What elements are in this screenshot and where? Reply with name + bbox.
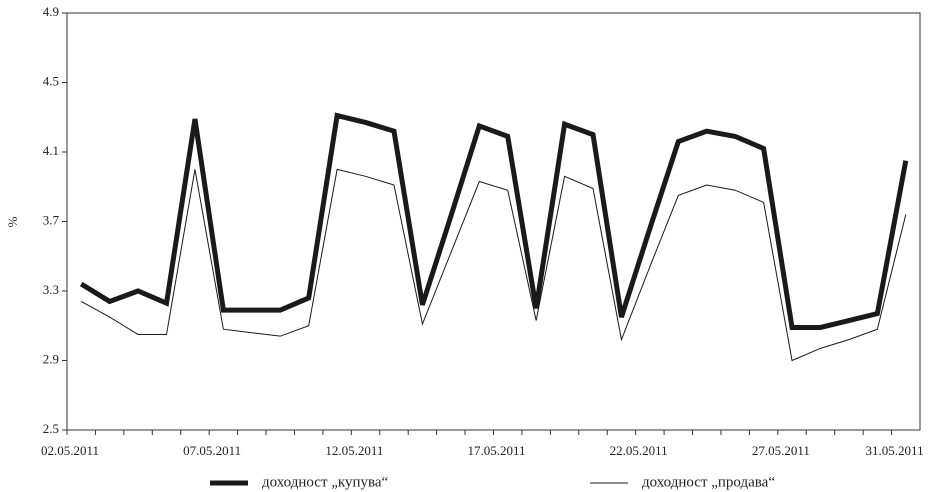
y-tick-label: 3.3	[43, 282, 59, 297]
y-tick-label: 3.7	[43, 212, 60, 227]
x-tick-label: 07.05.2011	[183, 443, 241, 458]
x-tick-label: 22.05.2011	[610, 443, 668, 458]
series-line	[79, 112, 909, 330]
series-line	[80, 168, 907, 362]
y-tick-label: 4.5	[43, 73, 59, 88]
y-tick-label: 4.9	[43, 4, 59, 19]
legend-label: доходност „купува“	[262, 474, 389, 490]
y-tick-label: 2.9	[43, 351, 59, 366]
legend-label: доходност „продава“	[642, 474, 775, 490]
x-tick-label: 31.05.2011	[866, 443, 924, 458]
x-tick-label: 27.05.2011	[752, 443, 810, 458]
x-tick-label: 02.05.2011	[41, 443, 99, 458]
plot-frame	[66, 12, 921, 431]
y-tick-label: 4.1	[43, 143, 59, 158]
y-tick-label: 2.5	[43, 421, 59, 436]
x-tick-label: 17.05.2011	[467, 443, 525, 458]
y-axis-label: %	[5, 216, 20, 227]
x-tick-label: 12.05.2011	[325, 443, 383, 458]
